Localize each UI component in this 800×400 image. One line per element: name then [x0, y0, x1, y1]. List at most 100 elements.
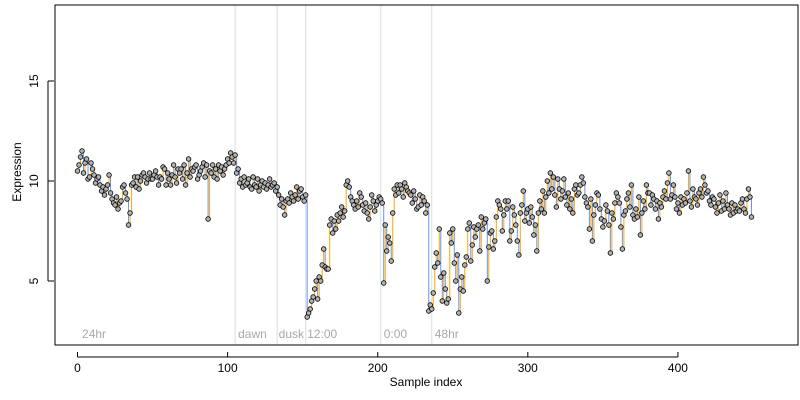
data-point: [565, 190, 572, 196]
data-point: [642, 206, 648, 212]
data-point: [338, 204, 345, 210]
data-point: [736, 208, 743, 214]
data-point: [387, 240, 393, 246]
data-point: [354, 198, 360, 204]
data-point: [694, 202, 701, 208]
data-point: [409, 200, 415, 206]
data-point: [314, 296, 321, 302]
data-point: [573, 182, 579, 188]
data-point: [256, 188, 262, 194]
data-point: [477, 248, 483, 254]
data-point: [472, 234, 478, 240]
data-point: [152, 168, 159, 174]
data-point: [540, 188, 546, 194]
data-point: [607, 250, 614, 256]
data-point: [335, 218, 342, 224]
data-point: [187, 174, 193, 180]
data-point: [726, 206, 732, 212]
data-point: [528, 204, 534, 210]
data-point: [711, 196, 717, 202]
data-point: [125, 222, 132, 228]
data-point: [520, 188, 527, 194]
data-point: [544, 178, 551, 184]
data-point: [326, 222, 333, 228]
data-point: [445, 296, 451, 302]
data-point: [451, 260, 457, 266]
data-point: [424, 202, 430, 208]
data-point: [634, 214, 641, 220]
y-axis: 5 10 15: [27, 74, 54, 284]
data-point: [121, 182, 127, 188]
data-point: [636, 194, 642, 200]
data-point: [468, 258, 474, 264]
section-label-4: 0:00: [384, 327, 408, 341]
data-point: [655, 216, 662, 222]
data-point: [748, 214, 755, 220]
data-point: [340, 214, 346, 220]
data-point: [498, 206, 504, 212]
data-point: [603, 202, 609, 208]
data-point: [379, 200, 385, 206]
data-point: [435, 260, 441, 266]
series-segments: [78, 151, 752, 317]
data-point: [298, 186, 304, 192]
data-point: [510, 204, 516, 210]
data-point: [292, 192, 298, 198]
data-point: [408, 192, 414, 198]
data-point: [625, 190, 632, 196]
data-point: [346, 184, 352, 190]
data-point: [226, 160, 232, 166]
data-point: [610, 216, 617, 222]
data-point: [163, 182, 169, 188]
data-point: [295, 196, 301, 202]
data-point: [519, 202, 525, 208]
data-point: [275, 192, 282, 198]
data-point: [531, 232, 537, 238]
data-point: [643, 182, 650, 188]
data-point: [230, 160, 237, 166]
data-point: [179, 176, 186, 182]
data-point: [106, 172, 112, 178]
data-point: [172, 174, 178, 180]
data-point: [517, 210, 524, 216]
data-point: [130, 180, 136, 186]
data-point: [714, 210, 720, 216]
data-point: [747, 194, 753, 200]
data-point: [550, 174, 557, 180]
data-point: [532, 222, 539, 228]
data-point: [588, 196, 594, 202]
data-point: [697, 186, 704, 192]
data-point: [541, 210, 548, 216]
data-point: [166, 176, 172, 182]
data-point: [293, 184, 300, 190]
data-point: [685, 168, 692, 174]
data-point: [534, 248, 540, 254]
data-point: [411, 188, 417, 194]
data-point: [107, 190, 114, 196]
data-point: [462, 262, 468, 268]
data-point: [301, 198, 307, 204]
data-point: [74, 168, 81, 174]
data-point: [266, 176, 273, 182]
section-label-2: dusk: [279, 327, 305, 341]
data-point: [511, 212, 518, 218]
data-point: [601, 218, 608, 224]
data-point: [193, 162, 199, 168]
data-point: [325, 266, 331, 272]
data-point: [553, 204, 560, 210]
data-point: [712, 204, 719, 210]
data-point: [83, 156, 90, 162]
data-point: [331, 218, 337, 224]
data-point: [516, 252, 522, 258]
data-point: [673, 206, 680, 212]
data-point: [486, 244, 492, 250]
x-tick-label: 200: [368, 361, 388, 375]
data-point: [310, 294, 316, 300]
data-point: [604, 208, 611, 214]
data-point: [504, 206, 510, 212]
data-point: [513, 222, 519, 228]
data-point: [582, 194, 588, 200]
data-point: [355, 204, 361, 210]
data-point: [382, 222, 388, 228]
data-point: [717, 192, 723, 198]
